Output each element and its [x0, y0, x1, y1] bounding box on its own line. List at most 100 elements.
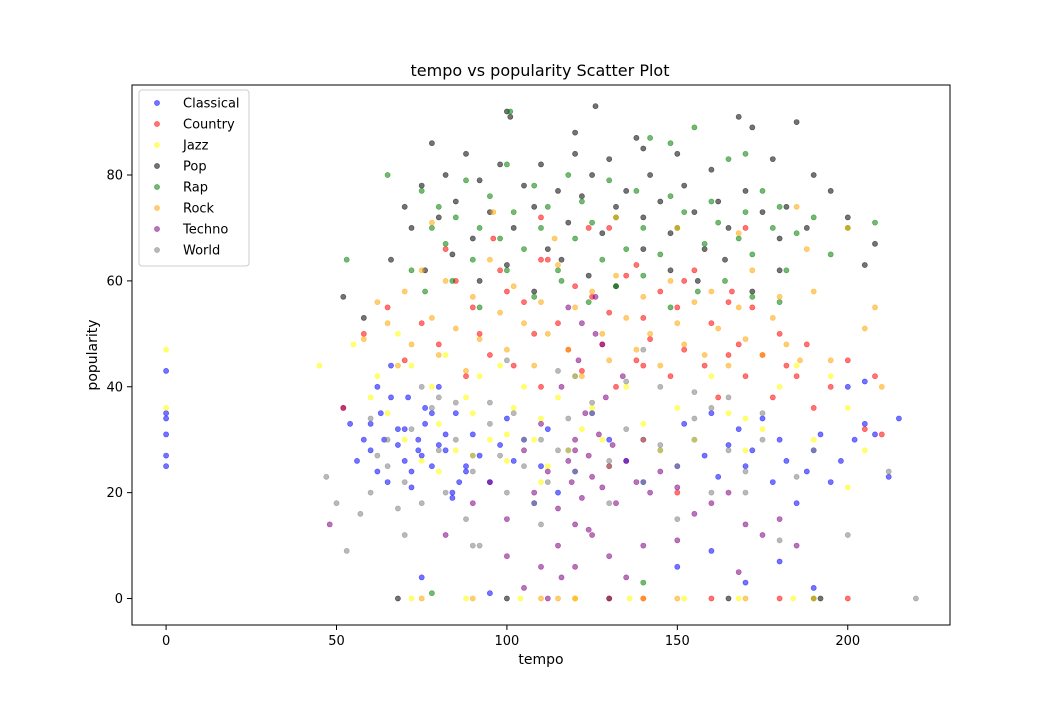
- data-point: [844, 404, 851, 411]
- data-point: [568, 479, 575, 485]
- data-point: [401, 436, 408, 443]
- data-point: [503, 415, 510, 422]
- data-point: [585, 224, 592, 231]
- data-point: [735, 304, 742, 311]
- legend-marker: [154, 121, 160, 127]
- data-point: [640, 246, 647, 252]
- data-point: [521, 182, 527, 189]
- data-point: [463, 468, 469, 475]
- data-point: [497, 442, 503, 448]
- data-point: [497, 309, 503, 316]
- x-tick-label: 0: [162, 634, 170, 649]
- data-point: [428, 224, 435, 231]
- data-point: [476, 224, 483, 231]
- data-point: [405, 394, 411, 401]
- data-point: [776, 383, 783, 390]
- data-point: [394, 330, 401, 337]
- data-point: [735, 113, 742, 120]
- data-point: [844, 357, 851, 364]
- x-axis-label: tempo: [518, 652, 563, 668]
- data-point: [538, 224, 544, 231]
- data-point: [759, 209, 766, 215]
- data-point: [667, 193, 674, 200]
- data-point: [558, 383, 565, 390]
- legend-marker: [154, 226, 160, 232]
- data-point: [793, 542, 800, 549]
- data-point: [735, 426, 742, 432]
- data-point: [657, 288, 664, 295]
- data-point: [486, 399, 493, 406]
- data-point: [701, 246, 708, 252]
- data-point: [592, 103, 599, 110]
- legend-marker: [154, 142, 160, 148]
- data-point: [538, 563, 544, 570]
- data-point: [793, 230, 800, 237]
- data-point: [163, 404, 169, 411]
- data-point: [442, 489, 449, 496]
- data-point: [544, 463, 551, 470]
- data-point: [861, 378, 868, 385]
- data-point: [442, 277, 449, 284]
- data-point: [452, 447, 459, 454]
- data-point: [408, 341, 415, 348]
- data-point: [558, 256, 565, 263]
- data-point: [606, 177, 613, 184]
- data-point: [572, 595, 578, 602]
- data-point: [623, 457, 630, 464]
- data-point: [640, 579, 647, 586]
- data-point: [490, 209, 497, 215]
- data-point: [708, 410, 715, 417]
- data-point: [589, 219, 595, 226]
- data-point: [725, 442, 732, 448]
- data-point: [384, 304, 391, 311]
- data-point: [674, 563, 681, 570]
- data-point: [521, 246, 527, 252]
- data-point: [667, 277, 674, 284]
- data-point: [810, 595, 817, 602]
- data-point: [469, 452, 476, 459]
- data-point: [343, 548, 350, 554]
- data-point: [476, 330, 483, 337]
- data-point: [555, 542, 561, 549]
- data-point: [469, 542, 476, 549]
- data-point: [442, 431, 449, 438]
- legend-label: Jazz: [182, 139, 209, 154]
- data-point: [861, 325, 868, 332]
- data-point: [408, 595, 415, 602]
- data-point: [708, 548, 715, 554]
- data-point: [510, 283, 517, 290]
- data-point: [428, 590, 435, 597]
- data-point: [384, 463, 391, 470]
- data-point: [633, 262, 640, 268]
- data-point: [742, 373, 749, 380]
- series-country: [340, 214, 885, 602]
- data-point: [681, 277, 688, 284]
- data-point: [507, 113, 514, 120]
- data-point: [572, 283, 578, 290]
- data-point: [640, 293, 647, 300]
- data-point: [572, 563, 578, 570]
- data-point: [510, 362, 517, 369]
- data-point: [575, 357, 582, 364]
- data-point: [521, 436, 527, 443]
- data-point: [844, 224, 851, 231]
- data-point: [749, 447, 756, 454]
- data-point: [599, 256, 606, 263]
- data-point: [742, 463, 749, 470]
- data-point: [722, 277, 728, 284]
- legend-label: World: [183, 244, 220, 259]
- data-point: [674, 404, 681, 411]
- data-point: [885, 473, 892, 480]
- data-point: [589, 473, 595, 480]
- data-point: [435, 341, 442, 348]
- data-point: [163, 431, 169, 438]
- data-point: [694, 277, 701, 284]
- data-point: [572, 235, 578, 242]
- data-point: [394, 442, 401, 448]
- data-point: [521, 463, 527, 470]
- data-point: [589, 532, 595, 538]
- data-point: [555, 367, 561, 374]
- data-point: [657, 362, 664, 369]
- data-point: [810, 288, 817, 295]
- data-point: [497, 362, 503, 369]
